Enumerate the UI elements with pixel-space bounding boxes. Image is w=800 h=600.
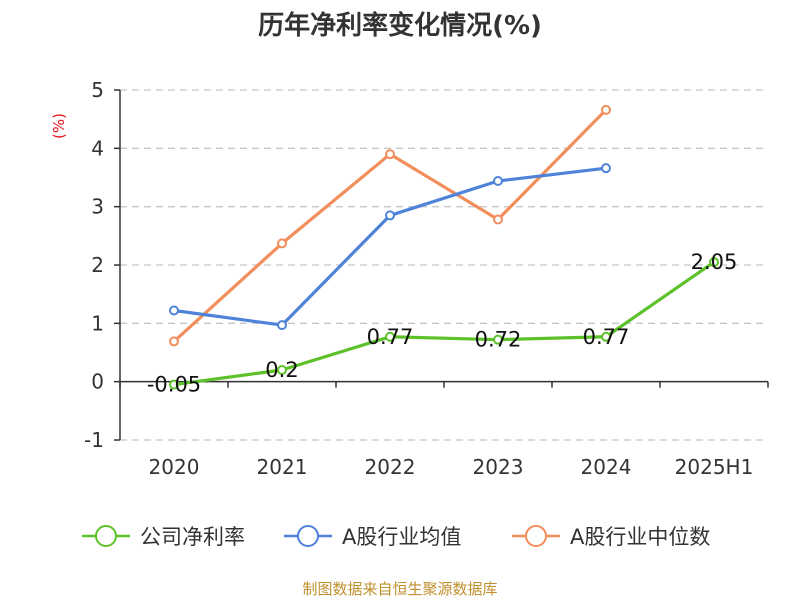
legend: 公司净利率 A股行业均值 A股行业中位数 [82, 525, 710, 549]
y-axis-unit: (%) [50, 113, 68, 139]
legend-label: 公司净利率 [140, 525, 245, 549]
data-label: 0.77 [583, 325, 630, 349]
data-point [601, 331, 611, 342]
data-point [385, 331, 395, 342]
data-point [169, 305, 179, 316]
data-point [493, 214, 503, 225]
data-point [601, 104, 611, 115]
y-tick-label: 5 [91, 78, 104, 102]
y-tick-label: 4 [91, 136, 104, 160]
x-tick-label: 2022 [365, 455, 416, 479]
series-line [173, 166, 607, 327]
data-point [493, 176, 503, 186]
series-line [172, 108, 608, 343]
axes: 5 4 3 2 1 0 -1 2020 2021 2022 2023 2024 2025H1 [84, 78, 769, 479]
data-label: 0.77 [367, 325, 414, 349]
data-point [169, 379, 179, 390]
data-point [601, 163, 611, 174]
x-tick-label: 2021 [257, 455, 308, 479]
x-tick-label: 2023 [473, 455, 524, 479]
data-point [385, 210, 395, 221]
data-labels: -0.05 0.2 0.77 0.72 0.77 2.05 [147, 250, 738, 397]
legend-label: A股行业均值 [342, 525, 461, 549]
x-tick-label: 2020 [149, 455, 200, 479]
data-point [169, 336, 179, 347]
data-point [277, 238, 287, 249]
legend-swatch-marker [95, 525, 117, 547]
series-layer [169, 104, 719, 390]
y-tick-label: 0 [91, 370, 104, 394]
legend-swatch-marker [297, 525, 319, 547]
data-label: 0.2 [265, 358, 298, 382]
data-point [385, 149, 395, 160]
legend-swatch-marker [525, 525, 547, 547]
y-tick-label: 2 [91, 253, 104, 277]
y-tick-label: -1 [84, 428, 104, 452]
data-point [277, 365, 287, 375]
data-label: -0.05 [147, 373, 201, 397]
data-point [709, 257, 719, 268]
legend-label: A股行业中位数 [570, 525, 710, 549]
data-point [493, 334, 503, 345]
series-line [173, 260, 715, 387]
x-tick-label: 2024 [581, 455, 632, 479]
x-tick-label: 2025H1 [675, 455, 754, 479]
data-label: 0.72 [475, 328, 522, 352]
y-tick-label: 1 [91, 311, 104, 335]
data-point [277, 320, 287, 331]
chart-title: 历年净利率变化情况(%) [258, 10, 542, 41]
y-tick-label: 3 [91, 195, 104, 219]
source-note: 制图数据来自恒生聚源数据库 [302, 580, 497, 598]
data-label: 2.05 [691, 250, 738, 274]
